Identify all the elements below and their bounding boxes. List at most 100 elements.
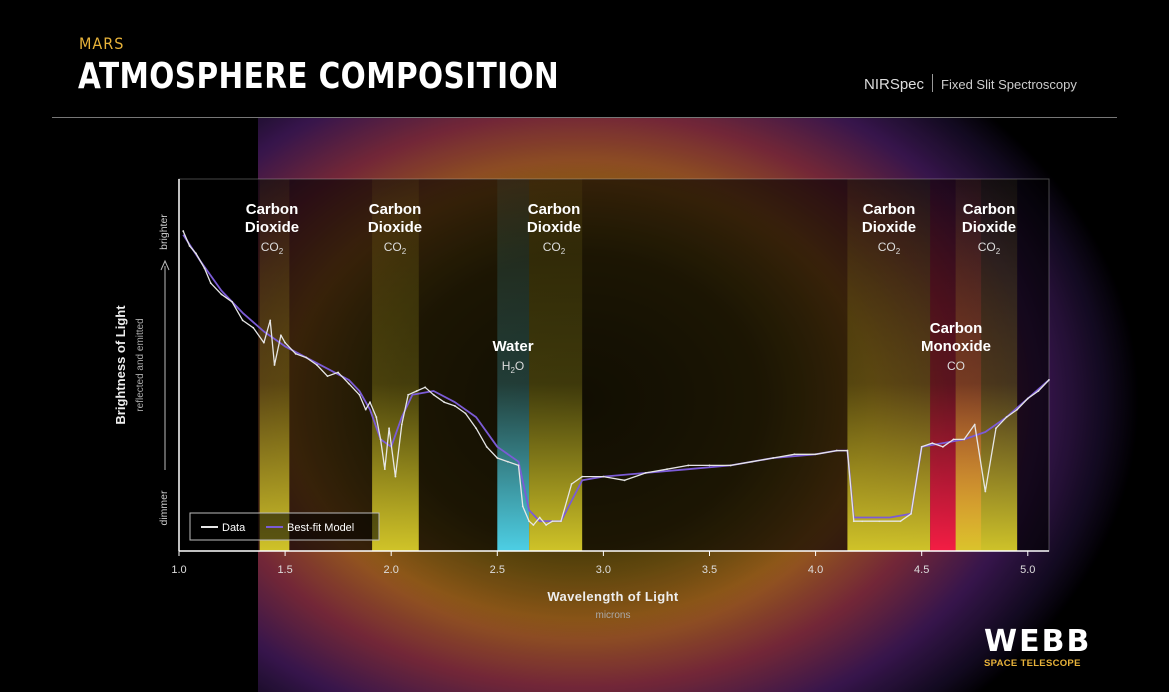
webb-logo: WEBB SPACE TELESCOPE	[984, 624, 1092, 670]
x-axis-units: microns	[595, 610, 630, 621]
instrument-name: NIRSpec	[864, 76, 925, 93]
data-point	[407, 393, 410, 396]
data-point	[432, 393, 435, 396]
plot-frame	[178, 178, 1050, 552]
data-point	[623, 479, 626, 482]
legend-label-data: Data	[222, 522, 246, 534]
data-point	[347, 382, 350, 385]
data-point	[241, 319, 244, 322]
band-formula: H2O	[502, 359, 524, 375]
instrument-label: NIRSpec Fixed Slit Spectroscopy	[864, 74, 1077, 93]
formula-subscript: 2	[510, 366, 515, 375]
data-point	[666, 468, 668, 471]
formula-subscript: 2	[996, 247, 1001, 256]
data-point	[995, 427, 997, 430]
data-point	[383, 468, 386, 471]
band-name: Carbon	[930, 320, 983, 337]
data-point	[400, 423, 403, 426]
formula-subscript: 2	[896, 247, 901, 256]
data-point	[846, 449, 849, 452]
data-point	[687, 464, 690, 467]
data-point	[984, 490, 987, 493]
data-point	[220, 293, 223, 296]
y-axis-dimmer-label: dimmer	[158, 490, 170, 526]
x-tick-label: 4.5	[914, 564, 929, 576]
data-point	[729, 464, 732, 467]
logo-wordmark: WEBB	[984, 624, 1092, 659]
data-point	[305, 356, 308, 359]
data-point	[1016, 408, 1019, 411]
data-point	[453, 405, 456, 407]
band-co2	[955, 179, 1018, 551]
formula-main: CO	[878, 240, 896, 254]
band-name: Dioxide	[962, 219, 1016, 236]
y-axis-arrow-head	[160, 259, 170, 271]
formula-main: CO	[978, 240, 996, 254]
data-point	[644, 471, 647, 474]
band-co2	[372, 179, 419, 551]
formula-subscript: 2	[561, 247, 566, 256]
legend-box	[189, 512, 380, 541]
x-tick-label: 1.0	[171, 564, 186, 576]
x-axis-title: Wavelength of Light	[547, 589, 679, 604]
data-point	[528, 520, 531, 523]
formula-subscript: 2	[279, 247, 284, 256]
data-point	[521, 505, 524, 508]
data-point	[852, 520, 855, 523]
data-point	[551, 520, 554, 523]
instrument-mode: Fixed Slit Spectroscopy	[941, 77, 1077, 92]
band-name: Dioxide	[527, 219, 581, 236]
absorption-bands	[179, 179, 1049, 551]
band-name: Carbon	[863, 201, 916, 218]
band-name: Water	[492, 338, 533, 355]
band-name: Carbon	[369, 201, 422, 218]
band-name: Carbon	[528, 201, 581, 218]
data-point	[209, 282, 212, 285]
series-lines	[182, 230, 1050, 526]
data-point	[793, 453, 796, 456]
header-rule	[52, 117, 1117, 118]
data-point	[326, 375, 329, 378]
data-point	[379, 438, 382, 441]
data-point	[963, 438, 966, 441]
header-backdrop	[0, 0, 1169, 118]
x-tick-label: 1.5	[277, 564, 292, 576]
data-point	[920, 445, 923, 448]
data-point	[369, 401, 371, 404]
data-point	[878, 520, 881, 523]
data-point	[496, 457, 499, 459]
data-point	[424, 386, 427, 389]
data-point	[443, 401, 446, 404]
data-point	[1048, 378, 1050, 381]
data-point	[545, 524, 547, 526]
x-tick-label: 3.0	[596, 564, 611, 576]
x-tick-label: 4.0	[808, 564, 823, 576]
band-co2	[847, 179, 931, 551]
formula-main: CO	[384, 240, 402, 254]
legend-label-model: Best-fit Model	[287, 522, 354, 534]
band-name: Dioxide	[862, 219, 916, 236]
data-point	[708, 464, 711, 467]
data-point	[861, 520, 864, 523]
y-axis-subtitle: reflected and emitted	[135, 318, 146, 411]
legend: Data Best-fit Model	[189, 512, 380, 541]
formula-main: CO	[261, 240, 279, 254]
band-name: Dioxide	[368, 219, 422, 236]
data-point	[337, 371, 340, 374]
data-point	[475, 427, 477, 430]
band-formula: CO2	[878, 240, 901, 256]
data-point	[507, 460, 509, 463]
band-formula: CO	[947, 359, 965, 373]
data-point	[388, 427, 390, 430]
data-point	[1005, 416, 1008, 418]
data-point	[602, 475, 605, 478]
page-title: ATMOSPHERE COMPOSITION	[78, 56, 560, 97]
data-point	[375, 416, 378, 418]
x-tick-label: 3.5	[702, 564, 717, 576]
data-point	[358, 393, 361, 396]
data-point	[188, 245, 191, 247]
data-point	[899, 520, 902, 523]
formula-main: CO	[543, 240, 561, 254]
band-name: Carbon	[963, 201, 1016, 218]
formula-main: CO	[947, 359, 965, 373]
